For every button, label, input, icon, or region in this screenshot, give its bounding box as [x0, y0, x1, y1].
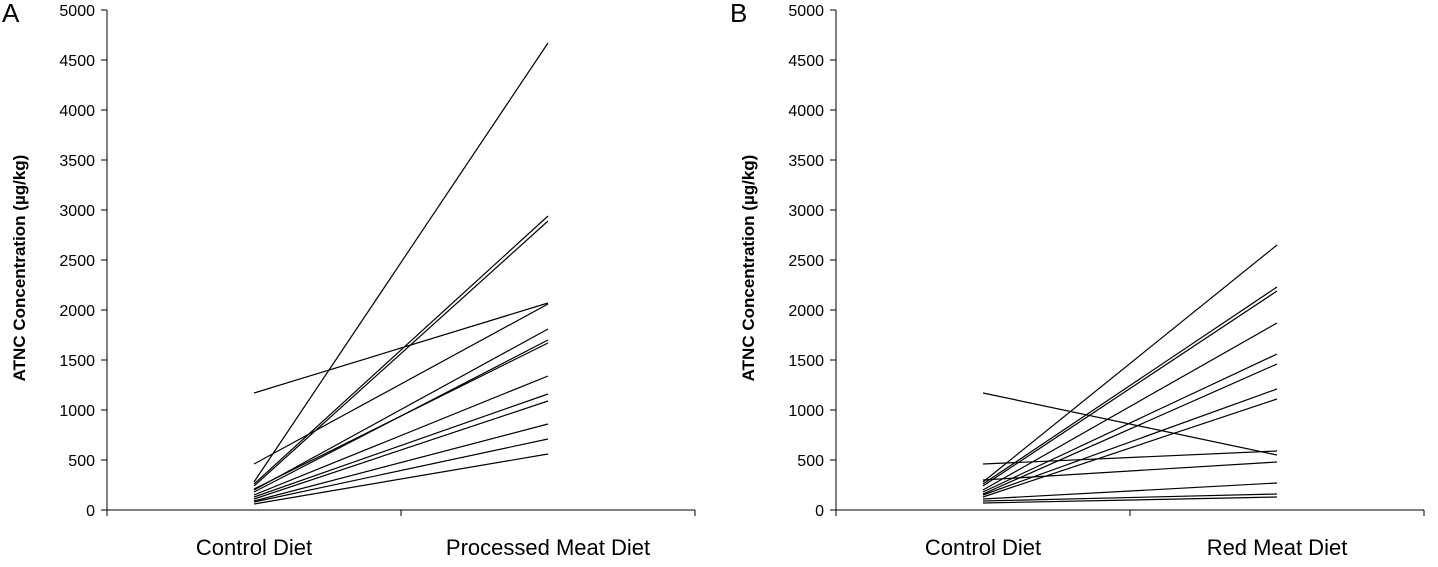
- y-tick-label: 2000: [788, 303, 824, 320]
- series-line: [253, 453, 549, 505]
- y-tick-label: 0: [815, 503, 824, 520]
- series-line: [253, 328, 549, 491]
- panel-label: B: [730, 0, 747, 28]
- series-line: [982, 450, 1278, 465]
- series-line: [982, 363, 1278, 495]
- series-line: [253, 438, 549, 503]
- series-line: [982, 286, 1278, 485]
- series-line: [253, 215, 549, 485]
- series-line: [253, 303, 549, 465]
- series-line: [982, 388, 1278, 496]
- series-line: [982, 496, 1278, 504]
- series-line: [982, 353, 1278, 493]
- series-line: [253, 393, 549, 498]
- y-tick-label: 2500: [788, 253, 824, 270]
- series-line: [982, 482, 1278, 500]
- y-tick-label: 4500: [788, 53, 824, 70]
- series-line: [253, 423, 549, 502]
- y-tick-label: 500: [68, 453, 95, 470]
- y-tick-label: 3000: [788, 203, 824, 220]
- y-tick-label: 4000: [59, 103, 95, 120]
- chart-panel-b: B 0 500 1000 1500 2000 2500 3000 3500 4000 4500 500…: [730, 0, 1425, 560]
- chart-panel-a: A 0 500 1000 1500 2000 2500 3000 3500 4000 4500 500…: [2, 0, 696, 560]
- series-line: [982, 493, 1278, 502]
- series-line: [982, 392, 1278, 456]
- series-line: [253, 342, 549, 490]
- x-category-label: Processed Meat Diet: [446, 535, 650, 560]
- series-line: [253, 42, 549, 483]
- y-axis-title: ATNC Concentration (µg/kg): [10, 155, 29, 382]
- x-category-label: Control Diet: [925, 535, 1041, 560]
- panel-label: A: [2, 0, 20, 28]
- y-tick-label: 3500: [59, 153, 95, 170]
- y-tick-label: 4500: [59, 53, 95, 70]
- series-line: [253, 220, 549, 487]
- y-tick-label: 3500: [788, 153, 824, 170]
- x-category-label: Control Diet: [196, 535, 312, 560]
- series-line: [253, 400, 549, 500]
- y-axis-title: ATNC Concentration (µg/kg): [739, 155, 758, 382]
- y-tick-label: 1500: [59, 353, 95, 370]
- y-tick-label: 5000: [788, 3, 824, 20]
- y-tick-label: 2500: [59, 253, 95, 270]
- series-line: [982, 461, 1278, 481]
- series-line: [253, 302, 549, 394]
- y-tick-label: 500: [797, 453, 824, 470]
- y-tick-label: 0: [86, 503, 95, 520]
- series-line: [253, 375, 549, 496]
- y-tick-label: 5000: [59, 3, 95, 20]
- y-tick-label: 2000: [59, 303, 95, 320]
- y-tick-label: 3000: [59, 203, 95, 220]
- y-tick-label: 1500: [788, 353, 824, 370]
- series-line: [982, 290, 1278, 487]
- series-line: [982, 398, 1278, 498]
- y-tick-label: 1000: [59, 403, 95, 420]
- series-line: [982, 244, 1278, 483]
- x-category-label: Red Meat Diet: [1207, 535, 1348, 560]
- y-tick-label: 1000: [788, 403, 824, 420]
- y-tick-label: 4000: [788, 103, 824, 120]
